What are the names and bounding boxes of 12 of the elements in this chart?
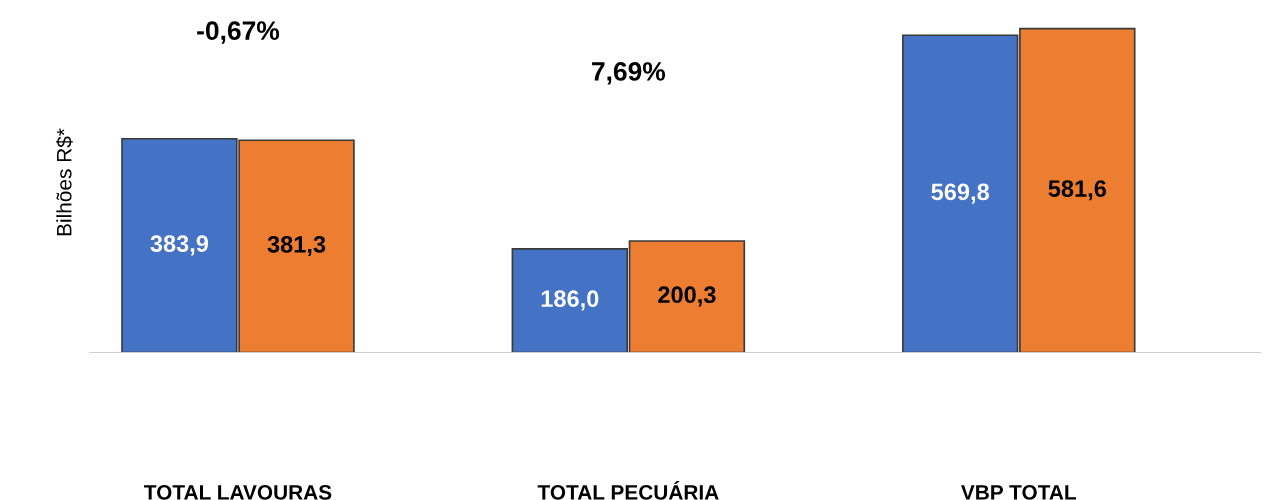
x-tick-label: TOTAL LAVOURAS [144,484,332,500]
annotation: -0,67% [197,21,280,44]
x-tick-label: TOTAL PECUÁRIA [537,481,719,500]
data-label: 200,3 [658,286,716,307]
data-label: 383,9 [150,235,209,256]
y-axis-title: Bilhões R$* [55,128,73,236]
data-label: 186,0 [541,290,599,311]
data-label: 381,3 [267,235,326,257]
annotation: 7,69% [592,62,666,85]
data-label: 581,6 [1048,180,1106,201]
data-label: 569,8 [931,183,990,204]
x-tick-label: VBP TOTAL [961,484,1077,500]
